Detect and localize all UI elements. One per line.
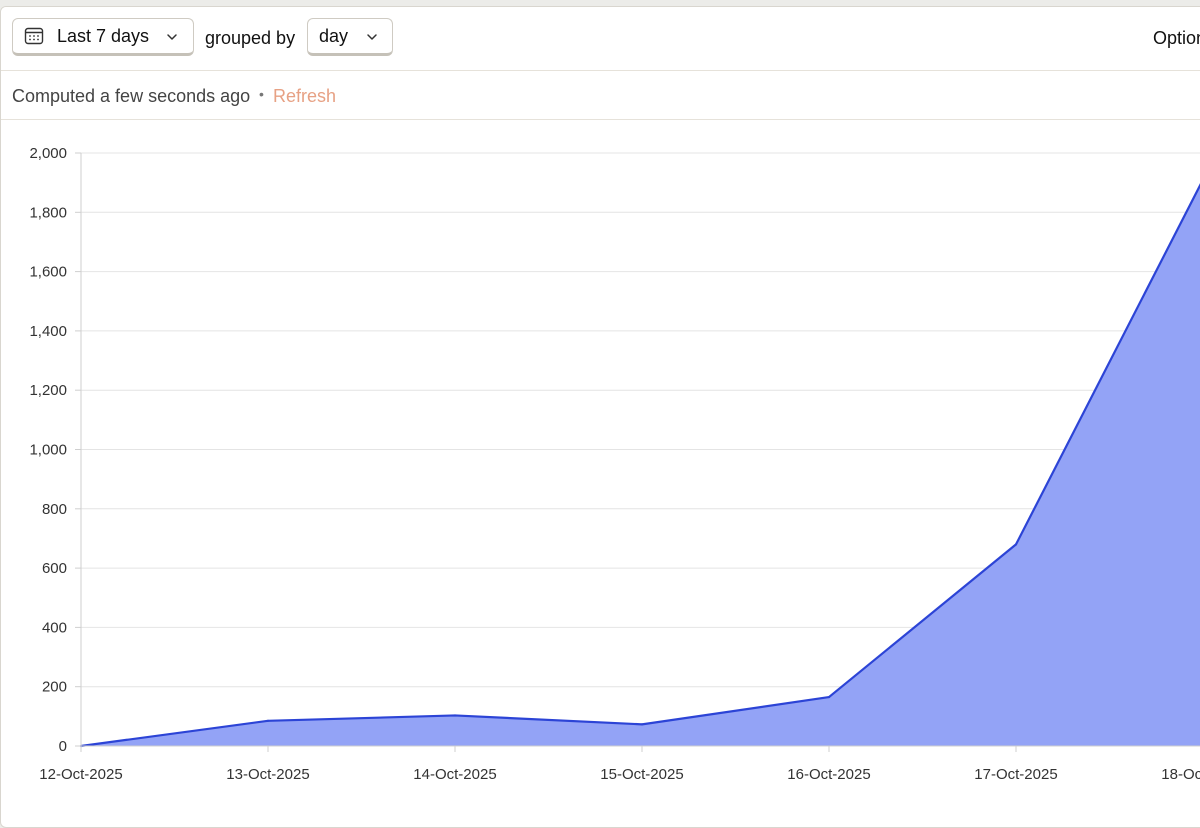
y-tick-label: 800 bbox=[42, 501, 67, 518]
y-tick-label: 0 bbox=[59, 738, 67, 755]
series-area-fill bbox=[81, 185, 1200, 746]
computed-status-bar: Computed a few seconds ago • Refresh bbox=[1, 71, 1200, 120]
x-axis-tick-labels: 12-Oct-2025 13-Oct-2025 14-Oct-2025 15-Oct-… bbox=[39, 766, 1200, 783]
axes bbox=[75, 152, 1200, 752]
chevron-down-icon bbox=[165, 28, 179, 42]
data-point bbox=[453, 714, 457, 717]
data-point bbox=[827, 695, 831, 699]
y-tick-label: 400 bbox=[42, 619, 67, 636]
y-tick-label: 1,600 bbox=[29, 264, 67, 281]
series-area bbox=[79, 183, 1200, 748]
x-tick-label: 14-Oct-2025 bbox=[413, 766, 496, 783]
y-tick-label: 1,800 bbox=[29, 204, 67, 221]
grouped-by-label: grouped by bbox=[205, 28, 296, 48]
data-point bbox=[1014, 543, 1018, 546]
calendar-icon bbox=[24, 26, 44, 46]
trend-chart: 0 200 400 600 800 1,000 1,200 1,400 1,600 1,800 2,… bbox=[29, 145, 1200, 783]
refresh-link[interactable]: Refresh bbox=[273, 86, 337, 106]
x-tick-label: 16-Oct-2025 bbox=[787, 766, 870, 783]
grid-lines bbox=[81, 152, 1200, 688]
interval-label: day bbox=[319, 26, 349, 46]
date-range-button[interactable]: Last 7 days bbox=[12, 18, 194, 56]
date-range-label: Last 7 days bbox=[57, 26, 150, 46]
interval-select[interactable]: day bbox=[307, 18, 393, 56]
data-point bbox=[266, 719, 270, 722]
y-tick-label: 600 bbox=[42, 560, 67, 577]
x-tick-label: 18-Oct-2025 bbox=[1161, 766, 1200, 783]
data-point bbox=[640, 723, 644, 726]
y-tick-label: 1,400 bbox=[29, 323, 67, 340]
chevron-down-icon bbox=[365, 28, 379, 42]
y-axis-tick-labels: 0 200 400 600 800 1,000 1,200 1,400 1,600 1,800 2,… bbox=[29, 145, 67, 755]
insight-toolbar: Last 7 days grouped by day Options bbox=[1, 7, 1200, 71]
x-tick-label: 13-Oct-2025 bbox=[226, 766, 309, 783]
options-button[interactable]: Options bbox=[1153, 28, 1200, 48]
insight-panel: 0 200 400 600 800 1,000 1,200 1,400 1,600 1,800 2,… bbox=[0, 6, 1200, 828]
y-tick-label: 2,000 bbox=[29, 145, 67, 162]
y-tick-label: 1,000 bbox=[29, 442, 67, 459]
y-tick-label: 1,200 bbox=[29, 382, 67, 399]
y-tick-label: 200 bbox=[42, 679, 67, 696]
x-tick-label: 12-Oct-2025 bbox=[39, 766, 122, 783]
x-tick-label: 15-Oct-2025 bbox=[600, 766, 683, 783]
separator-dot: • bbox=[259, 86, 264, 102]
computed-timestamp: Computed a few seconds ago bbox=[12, 86, 251, 106]
x-tick-label: 17-Oct-2025 bbox=[974, 766, 1057, 783]
